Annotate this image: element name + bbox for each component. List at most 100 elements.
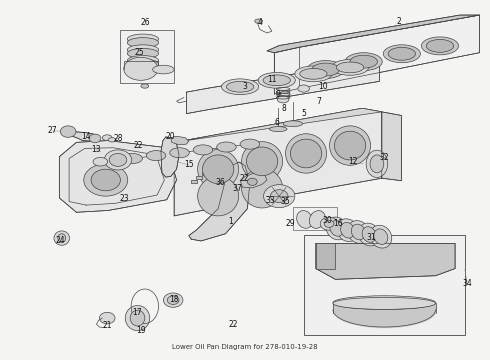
Ellipse shape xyxy=(240,139,260,149)
Text: 16: 16 xyxy=(333,219,343,228)
Circle shape xyxy=(247,178,257,185)
Ellipse shape xyxy=(255,19,263,23)
Circle shape xyxy=(84,164,128,196)
Ellipse shape xyxy=(309,211,325,228)
Ellipse shape xyxy=(60,126,76,137)
Circle shape xyxy=(99,312,115,324)
Ellipse shape xyxy=(197,149,239,189)
Text: 23: 23 xyxy=(120,194,129,203)
Text: 6: 6 xyxy=(274,118,279,127)
Polygon shape xyxy=(240,173,267,188)
Ellipse shape xyxy=(104,150,132,170)
Ellipse shape xyxy=(123,153,143,163)
Ellipse shape xyxy=(127,34,159,44)
Bar xyxy=(191,180,196,183)
Text: 7: 7 xyxy=(316,97,321,106)
Circle shape xyxy=(91,169,121,191)
Text: 3: 3 xyxy=(243,82,247,91)
Ellipse shape xyxy=(366,150,388,177)
Bar xyxy=(196,176,202,179)
Text: 19: 19 xyxy=(136,326,146,335)
Ellipse shape xyxy=(374,229,388,244)
Ellipse shape xyxy=(127,48,159,58)
Ellipse shape xyxy=(277,96,289,103)
Ellipse shape xyxy=(350,55,377,68)
Ellipse shape xyxy=(345,53,382,71)
Text: 18: 18 xyxy=(170,294,179,303)
Text: 24: 24 xyxy=(55,237,65,246)
Ellipse shape xyxy=(330,221,344,236)
Text: 25: 25 xyxy=(134,48,144,57)
Bar xyxy=(121,30,174,83)
Ellipse shape xyxy=(330,126,370,165)
Ellipse shape xyxy=(283,121,303,127)
Ellipse shape xyxy=(307,60,344,78)
Polygon shape xyxy=(174,108,382,142)
Circle shape xyxy=(264,185,295,208)
Ellipse shape xyxy=(141,84,149,88)
Ellipse shape xyxy=(242,168,283,208)
Ellipse shape xyxy=(333,296,436,310)
Ellipse shape xyxy=(127,59,159,69)
Circle shape xyxy=(320,217,338,230)
Text: Lower Oil Pan Diagram for 278-010-19-28: Lower Oil Pan Diagram for 278-010-19-28 xyxy=(172,345,318,350)
Ellipse shape xyxy=(147,150,166,161)
Bar xyxy=(293,207,337,230)
Text: 12: 12 xyxy=(348,157,357,166)
Ellipse shape xyxy=(421,37,459,55)
Ellipse shape xyxy=(270,127,287,132)
Ellipse shape xyxy=(217,142,236,152)
Ellipse shape xyxy=(58,234,66,242)
Ellipse shape xyxy=(226,81,254,92)
Bar xyxy=(207,167,213,170)
Text: 21: 21 xyxy=(102,321,112,330)
Text: 35: 35 xyxy=(281,197,291,206)
Ellipse shape xyxy=(358,223,380,246)
Ellipse shape xyxy=(127,38,159,48)
Ellipse shape xyxy=(370,225,392,248)
Polygon shape xyxy=(189,162,250,241)
Ellipse shape xyxy=(125,306,150,330)
Text: 30: 30 xyxy=(322,216,332,225)
Circle shape xyxy=(167,296,179,305)
Ellipse shape xyxy=(153,65,174,74)
Ellipse shape xyxy=(124,57,158,80)
Text: 15: 15 xyxy=(184,161,194,170)
Ellipse shape xyxy=(130,310,145,326)
Ellipse shape xyxy=(347,221,369,243)
Text: 28: 28 xyxy=(113,134,122,143)
Text: 22: 22 xyxy=(134,141,143,150)
Text: 26: 26 xyxy=(140,18,149,27)
Text: 17: 17 xyxy=(133,308,142,317)
Ellipse shape xyxy=(202,155,234,184)
Ellipse shape xyxy=(370,155,384,173)
Ellipse shape xyxy=(331,59,368,75)
Polygon shape xyxy=(274,15,480,94)
Ellipse shape xyxy=(89,134,101,143)
Polygon shape xyxy=(59,140,176,212)
Ellipse shape xyxy=(246,147,278,176)
Ellipse shape xyxy=(271,77,281,83)
Polygon shape xyxy=(186,60,379,114)
Bar xyxy=(201,172,207,175)
Text: 36: 36 xyxy=(216,178,225,187)
Circle shape xyxy=(324,220,334,227)
Ellipse shape xyxy=(333,297,436,309)
Ellipse shape xyxy=(127,55,159,66)
Ellipse shape xyxy=(286,134,327,173)
Ellipse shape xyxy=(296,211,313,228)
Polygon shape xyxy=(171,136,189,145)
Text: 11: 11 xyxy=(267,75,277,84)
Polygon shape xyxy=(161,137,179,177)
Polygon shape xyxy=(267,15,480,53)
Ellipse shape xyxy=(337,219,359,242)
Polygon shape xyxy=(63,130,98,141)
Text: 9: 9 xyxy=(276,90,281,99)
Text: 13: 13 xyxy=(91,145,101,154)
Ellipse shape xyxy=(263,75,291,86)
Ellipse shape xyxy=(102,135,112,140)
Polygon shape xyxy=(382,112,401,181)
Ellipse shape xyxy=(109,153,127,166)
Bar xyxy=(212,163,218,166)
Text: 2: 2 xyxy=(396,17,401,26)
